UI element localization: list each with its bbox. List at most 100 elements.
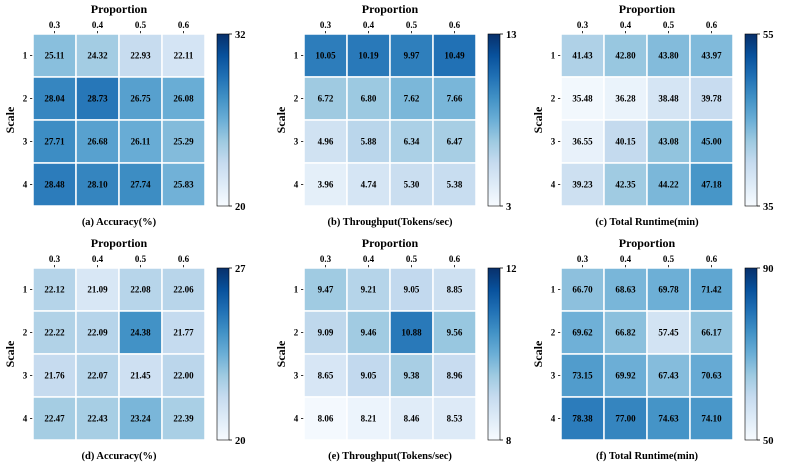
cell-value-label: 47.18 <box>701 180 722 190</box>
y-tick-label: 2 <box>23 328 28 338</box>
heatmap-cell <box>346 76 391 121</box>
cell-value-label: 22.47 <box>44 414 65 424</box>
heatmap-panel-d: Proportion 0.3 0.4 0.5 0.6 Scale 1 2 3 4 22.12 21.0… <box>3 236 246 462</box>
cell-value-label: 22.00 <box>173 371 194 381</box>
cell-value-label: 4.74 <box>361 180 377 190</box>
cell-value-label: 74.63 <box>658 414 679 424</box>
cell-value-label: 8.96 <box>447 371 463 381</box>
y-axis-title: Scale <box>274 106 288 133</box>
x-tick-label: 0.3 <box>577 20 589 30</box>
cell-value-label: 69.92 <box>615 371 636 381</box>
cell-value-label: 7.66 <box>447 94 463 104</box>
cell-value-label: 22.12 <box>44 285 65 295</box>
heatmap-cell <box>560 310 605 355</box>
cell-value-label: 22.09 <box>87 328 108 338</box>
heatmap-cell <box>646 33 691 78</box>
heatmap-cell <box>118 76 163 121</box>
heatmap-cell <box>118 396 163 441</box>
x-tick-label: 0.3 <box>49 254 61 264</box>
cell-value-label: 28.48 <box>44 180 65 190</box>
cell-value-label: 8.53 <box>447 414 463 424</box>
cell-value-label: 44.22 <box>658 180 679 190</box>
x-tick-label: 0.3 <box>320 20 332 30</box>
x-axis-title: Proportion <box>91 2 148 16</box>
colorbar <box>744 33 758 207</box>
colorbar-min-label: 50 <box>763 436 774 447</box>
cell-value-label: 24.32 <box>87 51 108 61</box>
cell-value-label: 9.05 <box>404 285 420 295</box>
colorbar-max-label: 13 <box>506 30 517 41</box>
heatmap-cell <box>689 353 734 398</box>
cell-value-label: 25.11 <box>45 51 65 61</box>
panel-caption: (a) Accuracy(%) <box>82 217 157 228</box>
cell-value-label: 26.11 <box>131 137 151 147</box>
cell-value-label: 78.38 <box>572 414 593 424</box>
heatmap-cell <box>389 76 434 121</box>
colorbar-min-label: 8 <box>506 436 511 447</box>
y-axis-title: Scale <box>3 106 17 133</box>
cell-value-label: 6.72 <box>318 94 334 104</box>
y-tick-label: 2 <box>294 328 299 338</box>
cell-value-label: 28.04 <box>44 94 65 104</box>
x-tick-label: 0.6 <box>449 20 461 30</box>
cell-value-label: 66.17 <box>701 328 722 338</box>
panel-caption: (d) Accuracy(%) <box>82 451 157 462</box>
x-tick-label: 0.5 <box>406 254 418 264</box>
x-tick-label: 0.3 <box>577 254 589 264</box>
heatmap-cell <box>75 162 120 207</box>
heatmap-cell <box>32 310 77 355</box>
cell-value-label: 42.80 <box>615 51 636 61</box>
cell-value-label: 74.10 <box>701 414 722 424</box>
heatmap-cell <box>118 267 163 312</box>
cell-value-label: 8.85 <box>447 285 463 295</box>
cell-value-label: 77.00 <box>615 414 636 424</box>
x-tick-label: 0.5 <box>135 254 147 264</box>
x-tick-label: 0.6 <box>178 20 190 30</box>
cell-value-label: 67.43 <box>658 371 679 381</box>
colorbar-max-label: 55 <box>763 30 774 41</box>
cell-value-label: 26.75 <box>130 94 151 104</box>
cell-value-label: 8.06 <box>318 414 334 424</box>
heatmap-cell <box>161 76 206 121</box>
x-tick-label: 0.6 <box>449 254 461 264</box>
cell-value-label: 7.62 <box>404 94 420 104</box>
cell-value-label: 22.43 <box>87 414 108 424</box>
y-tick-label: 1 <box>294 51 299 61</box>
y-axis-title: Scale <box>531 340 545 367</box>
heatmap-cell <box>161 396 206 441</box>
x-tick-label: 0.4 <box>620 20 632 30</box>
y-tick-label: 3 <box>23 371 28 381</box>
panel-caption: (e) Throughput(Tokens/sec) <box>328 451 452 462</box>
y-axis-title: Scale <box>274 340 288 367</box>
heatmap-cell <box>32 33 77 78</box>
cell-value-label: 41.43 <box>572 51 593 61</box>
cell-value-label: 25.83 <box>173 180 194 190</box>
y-tick-label: 4 <box>294 414 299 424</box>
cell-value-label: 39.78 <box>701 94 722 104</box>
heatmap-cell <box>432 162 477 207</box>
x-tick-label: 0.5 <box>135 20 147 30</box>
heatmap-cell <box>389 353 434 398</box>
cell-value-label: 9.09 <box>318 328 334 338</box>
cell-value-label: 71.42 <box>701 285 722 295</box>
heatmap-cell <box>303 119 348 164</box>
cell-value-label: 25.29 <box>173 137 194 147</box>
heatmap-cell <box>603 396 648 441</box>
y-tick-label: 1 <box>23 285 28 295</box>
cell-value-label: 22.22 <box>44 328 65 338</box>
colorbar <box>216 267 230 441</box>
x-tick-label: 0.5 <box>406 20 418 30</box>
y-tick-label: 4 <box>294 180 299 190</box>
cell-value-label: 43.08 <box>658 137 679 147</box>
cell-value-label: 28.10 <box>87 180 108 190</box>
x-axis-title: Proportion <box>362 2 419 16</box>
y-tick-label: 1 <box>551 285 556 295</box>
heatmap-cell <box>346 119 391 164</box>
cell-value-label: 10.49 <box>444 51 465 61</box>
y-tick-label: 3 <box>23 137 28 147</box>
y-tick-label: 3 <box>294 371 299 381</box>
heatmap-cell <box>432 353 477 398</box>
heatmap-cell <box>346 396 391 441</box>
cell-value-label: 21.76 <box>44 371 65 381</box>
heatmap-panel-f: Proportion 0.3 0.4 0.5 0.6 Scale 1 2 3 4 66.70 68.6… <box>531 236 774 462</box>
